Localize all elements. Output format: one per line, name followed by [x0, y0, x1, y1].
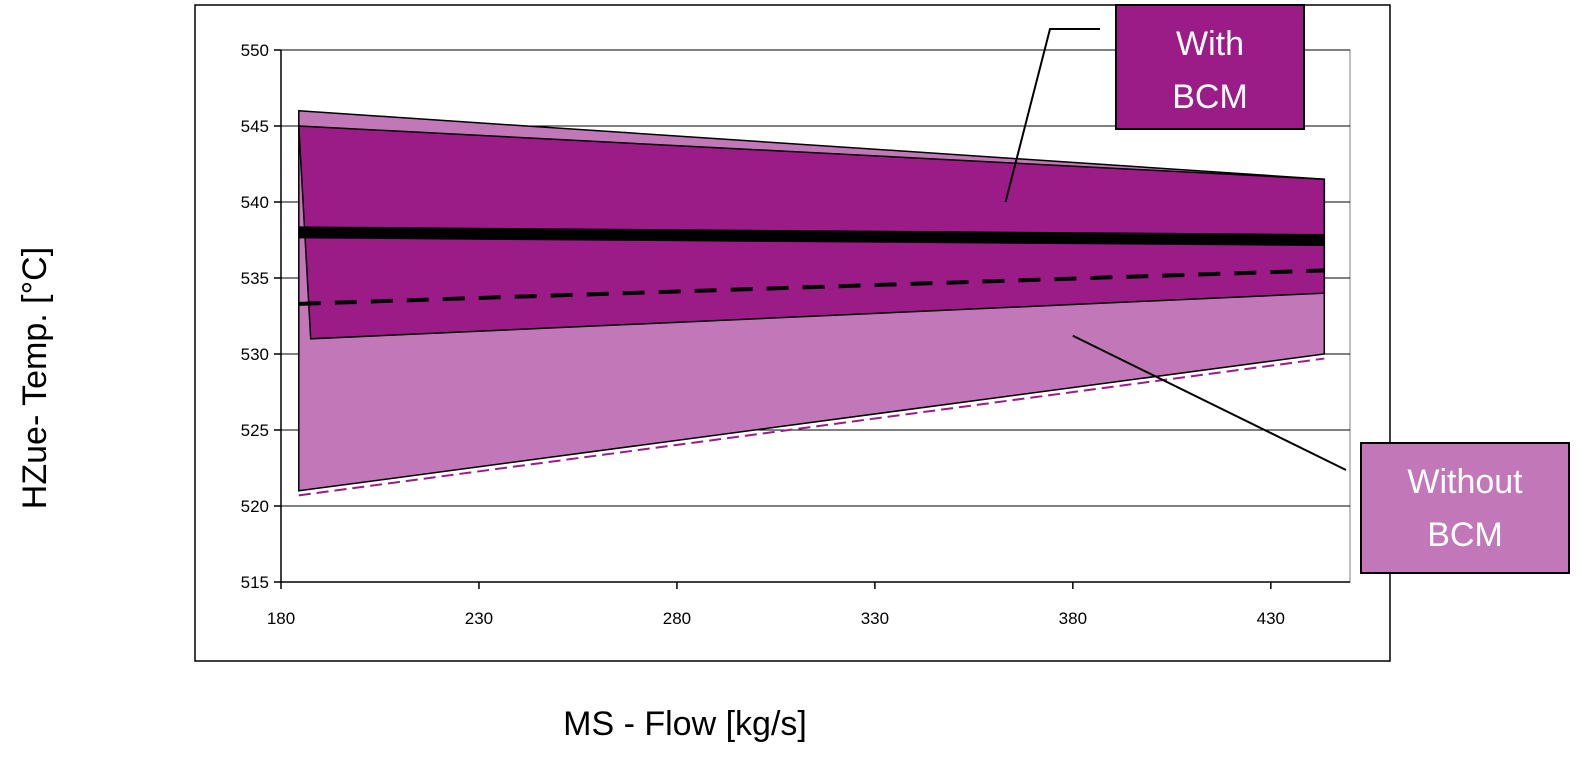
y-tick-label-525: 525	[241, 421, 269, 440]
y-tick-label-515: 515	[241, 573, 269, 592]
y-tick-label-530: 530	[241, 345, 269, 364]
series-line-dashed-thin	[298, 357, 1325, 497]
series-line-dashed	[298, 268, 1325, 306]
y-tick-label-535: 535	[241, 269, 269, 288]
y-tick-label-545: 545	[241, 117, 269, 136]
callout-without-bcm: Without BCM	[1072, 334, 1570, 574]
callout-label-line1: Without	[1407, 463, 1523, 501]
callout-with-bcm: With BCM	[1004, 4, 1305, 203]
axes: 515 520 525 530 535 540 545 550 180 230 280 330 380 4…	[241, 41, 1350, 628]
y-tick-label-520: 520	[241, 497, 269, 516]
x-tick-label-430: 430	[1257, 609, 1285, 628]
x-tick-label-330: 330	[861, 609, 889, 628]
callout-leader-line	[1004, 28, 1100, 203]
y-tick-label-550: 550	[241, 41, 269, 60]
series-lines	[298, 226, 1325, 497]
callout-box	[1115, 4, 1305, 130]
y-axis-title: HZue- Temp. [°C]	[16, 247, 54, 509]
callout-box	[1360, 442, 1570, 574]
series-line-solid-thick	[298, 226, 1325, 246]
x-tick-label-230: 230	[465, 609, 493, 628]
callouts: With BCM Without BCM	[1004, 4, 1570, 574]
callout-label-line2: BCM	[1427, 516, 1503, 554]
x-tick-label-380: 380	[1059, 609, 1087, 628]
callout-leader-line	[1072, 334, 1347, 471]
x-tick-label-180: 180	[267, 609, 295, 628]
x-tick-label-280: 280	[663, 609, 691, 628]
x-axis-title: MS - Flow [kg/s]	[563, 705, 807, 743]
callout-label-line2: BCM	[1172, 78, 1248, 116]
y-tick-label-540: 540	[241, 193, 269, 212]
callout-label-line1: With	[1176, 25, 1244, 63]
